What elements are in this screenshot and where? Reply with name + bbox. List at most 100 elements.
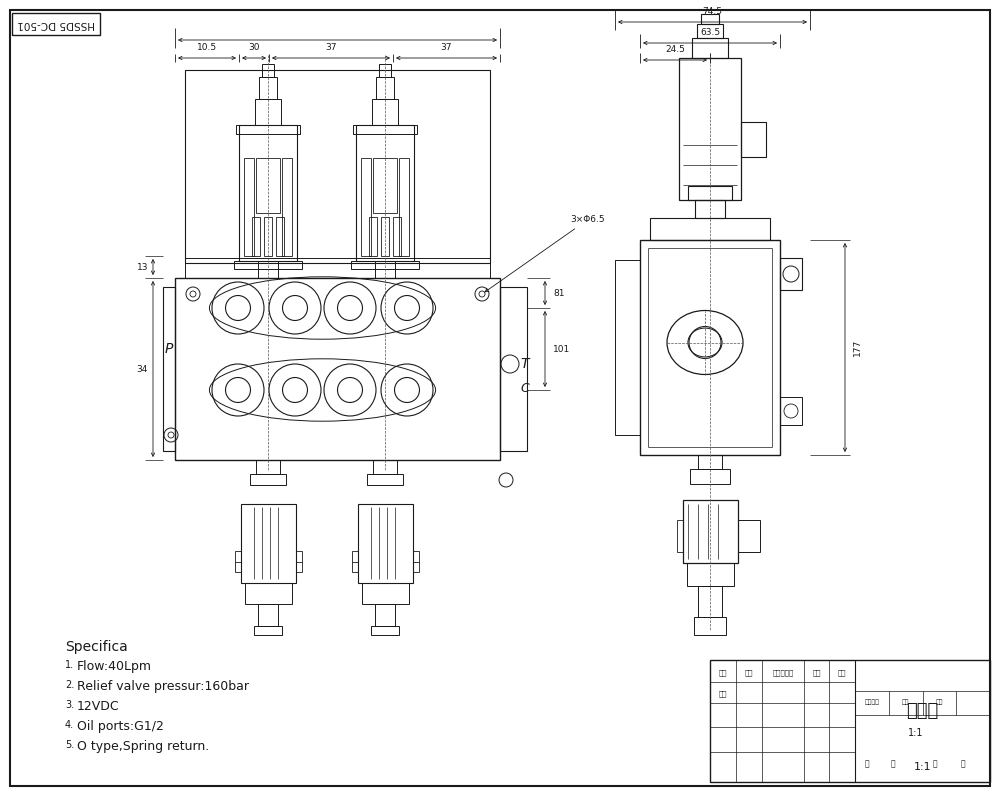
Bar xyxy=(697,24,723,38)
Bar xyxy=(372,100,398,126)
Bar xyxy=(399,158,409,256)
Bar xyxy=(256,460,280,474)
Bar xyxy=(239,126,297,260)
Text: 数量: 数量 xyxy=(902,700,909,705)
Text: 37: 37 xyxy=(325,43,337,52)
Text: 81: 81 xyxy=(553,288,564,298)
Text: 63.5: 63.5 xyxy=(700,28,720,37)
Text: 更改文件号: 更改文件号 xyxy=(773,669,794,676)
Bar xyxy=(351,260,419,269)
Bar xyxy=(244,158,254,256)
Bar xyxy=(679,58,741,200)
Bar xyxy=(296,551,302,572)
Text: HSSD5 DC-501: HSSD5 DC-501 xyxy=(17,19,95,29)
Text: 101: 101 xyxy=(553,345,570,353)
Bar xyxy=(741,123,766,158)
Bar xyxy=(650,218,770,240)
Text: 34: 34 xyxy=(137,365,148,373)
Text: 5.: 5. xyxy=(65,740,74,750)
Bar xyxy=(688,186,732,200)
Bar xyxy=(738,520,760,552)
Text: Oil ports:G1/2: Oil ports:G1/2 xyxy=(77,720,164,733)
Bar xyxy=(640,240,780,455)
Text: 日期: 日期 xyxy=(838,669,846,676)
Text: 张: 张 xyxy=(891,759,895,768)
Bar xyxy=(710,660,990,782)
Text: 2.: 2. xyxy=(65,680,74,690)
Text: 12VDC: 12VDC xyxy=(77,700,120,713)
Text: Specifica: Specifica xyxy=(65,640,128,654)
Bar xyxy=(255,100,281,126)
Bar xyxy=(252,217,260,256)
Bar xyxy=(258,260,278,278)
Bar xyxy=(698,455,722,470)
Text: 177: 177 xyxy=(853,339,862,356)
Bar xyxy=(250,474,286,485)
Bar xyxy=(276,217,284,256)
Bar xyxy=(369,217,377,256)
Text: 设计: 设计 xyxy=(719,691,727,697)
Bar xyxy=(264,217,272,256)
Text: 1:1: 1:1 xyxy=(908,728,923,738)
Text: 10.5: 10.5 xyxy=(197,43,217,52)
Text: Flow:40Lpm: Flow:40Lpm xyxy=(77,660,152,673)
Text: 1.: 1. xyxy=(65,660,74,670)
Bar xyxy=(375,260,395,278)
Bar xyxy=(185,70,490,263)
Bar xyxy=(375,603,395,626)
Text: 比例: 比例 xyxy=(936,700,943,705)
Text: 外形图: 外形图 xyxy=(906,702,939,720)
Bar xyxy=(244,583,292,603)
Bar xyxy=(500,287,527,451)
Bar xyxy=(254,626,282,635)
Bar xyxy=(163,287,175,451)
Bar xyxy=(686,563,734,587)
Bar xyxy=(175,278,500,460)
Text: 24.5: 24.5 xyxy=(665,45,685,54)
Bar xyxy=(258,603,278,626)
Bar xyxy=(379,64,391,77)
Bar xyxy=(352,551,358,572)
Bar xyxy=(12,13,100,35)
Bar xyxy=(373,158,397,213)
Text: 30: 30 xyxy=(248,43,260,52)
Bar xyxy=(236,126,300,134)
Text: O type,Spring return.: O type,Spring return. xyxy=(77,740,209,753)
Text: 图样审定: 图样审定 xyxy=(864,700,879,705)
Bar xyxy=(381,217,389,256)
Text: 标记: 标记 xyxy=(719,669,727,676)
Bar xyxy=(780,258,802,290)
Text: T: T xyxy=(520,357,528,371)
Bar xyxy=(682,500,738,563)
Bar xyxy=(367,474,403,485)
Bar xyxy=(371,626,399,635)
Bar xyxy=(234,260,302,269)
Bar xyxy=(282,158,292,256)
Text: 74.5: 74.5 xyxy=(702,7,722,16)
Text: 签字: 签字 xyxy=(812,669,821,676)
Bar xyxy=(262,64,274,77)
Text: C: C xyxy=(520,383,529,396)
Bar xyxy=(256,158,280,213)
Bar xyxy=(361,158,371,256)
Text: 37: 37 xyxy=(441,43,452,52)
Bar xyxy=(701,14,719,24)
Bar xyxy=(373,460,397,474)
Text: 第: 第 xyxy=(933,759,937,768)
Bar xyxy=(698,587,722,617)
Text: 1:1: 1:1 xyxy=(914,762,931,772)
Text: 13: 13 xyxy=(136,263,148,271)
Text: 共: 共 xyxy=(865,759,869,768)
Bar xyxy=(690,470,730,484)
Bar xyxy=(695,200,725,218)
Bar xyxy=(353,126,417,134)
Bar xyxy=(376,77,394,100)
Bar xyxy=(676,520,682,552)
Text: 张: 张 xyxy=(961,759,965,768)
Bar xyxy=(185,258,490,278)
Bar xyxy=(393,217,401,256)
Bar xyxy=(240,504,296,583)
Text: 处数: 处数 xyxy=(745,669,753,676)
Text: P: P xyxy=(165,342,173,356)
Bar xyxy=(780,397,802,425)
